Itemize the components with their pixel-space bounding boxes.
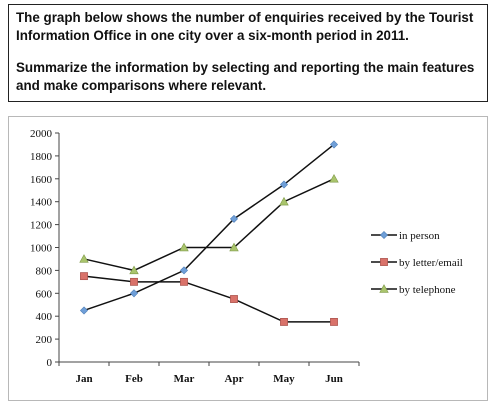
task-prompt-box: The graph below shows the number of enqu… bbox=[8, 4, 488, 102]
data-point-by-telephone bbox=[179, 242, 189, 252]
data-point-in-person bbox=[79, 306, 89, 315]
x-tick-label: Jan bbox=[75, 373, 92, 385]
y-tick-label: 1800 bbox=[30, 151, 53, 163]
data-point-by-telephone bbox=[129, 265, 139, 275]
y-tick-label: 0 bbox=[47, 357, 53, 369]
data-point-by-letter-email bbox=[80, 272, 88, 281]
y-tick-label: 1200 bbox=[30, 220, 53, 232]
series-line-by-telephone bbox=[83, 178, 335, 272]
y-tick-label: 600 bbox=[36, 288, 53, 300]
x-tick-label: Feb bbox=[125, 373, 143, 385]
x-tick-label: Jun bbox=[325, 373, 343, 385]
y-tick-label: 1000 bbox=[30, 243, 53, 255]
chart-frame: 0 200 400 600 800 1000 1200 1400 1600 1800 2000 Jan… bbox=[8, 116, 488, 401]
prompt-line-3: Summarize the information by selecting a… bbox=[16, 60, 475, 75]
data-point-by-letter-email bbox=[230, 295, 238, 303]
data-point-by-telephone bbox=[229, 242, 239, 252]
prompt-line-1: The graph below shows the number of enqu… bbox=[16, 10, 474, 25]
legend-marker-by-telephone bbox=[379, 284, 389, 293]
data-point-by-telephone bbox=[329, 173, 339, 183]
prompt-line-2: Information Office in one city over a si… bbox=[16, 28, 409, 43]
line-chart: 0 200 400 600 800 1000 1200 1400 1600 1800 2000 Jan… bbox=[30, 128, 463, 385]
data-point-by-letter-email bbox=[180, 277, 188, 286]
y-tick-label: 400 bbox=[36, 311, 53, 323]
series-line-by-letter-email bbox=[83, 275, 334, 323]
data-point-by-letter-email bbox=[130, 277, 138, 286]
data-point-in-person bbox=[329, 140, 339, 149]
y-tick-label: 800 bbox=[36, 265, 53, 277]
y-tick-label: 200 bbox=[36, 334, 53, 346]
data-point-in-person bbox=[229, 214, 239, 223]
y-tick-label: 2000 bbox=[30, 128, 53, 140]
x-tick-label: Mar bbox=[174, 373, 195, 385]
data-point-by-letter-email bbox=[330, 318, 338, 326]
legend-marker-by-letter-email bbox=[380, 258, 388, 266]
data-point-in-person bbox=[129, 289, 139, 298]
legend-marker-in-person bbox=[379, 230, 389, 240]
y-tick-label: 1400 bbox=[30, 197, 53, 209]
legend-label-in-person: in person bbox=[399, 230, 440, 242]
x-tick-label: Apr bbox=[225, 373, 244, 385]
legend-label-by-telephone: by telephone bbox=[399, 284, 456, 296]
data-point-in-person bbox=[179, 266, 189, 275]
data-point-by-telephone bbox=[279, 196, 289, 206]
data-point-in-person bbox=[279, 180, 289, 189]
y-tick-label: 1600 bbox=[30, 174, 53, 186]
x-tick-label: May bbox=[273, 373, 295, 385]
prompt-line-4: and make comparisons where relevant. bbox=[16, 78, 267, 93]
series-line-in-person bbox=[83, 143, 335, 312]
data-point-by-telephone bbox=[79, 254, 89, 263]
legend-label-by-letter-email: by letter/email bbox=[399, 257, 463, 269]
data-point-by-letter-email bbox=[280, 318, 288, 326]
